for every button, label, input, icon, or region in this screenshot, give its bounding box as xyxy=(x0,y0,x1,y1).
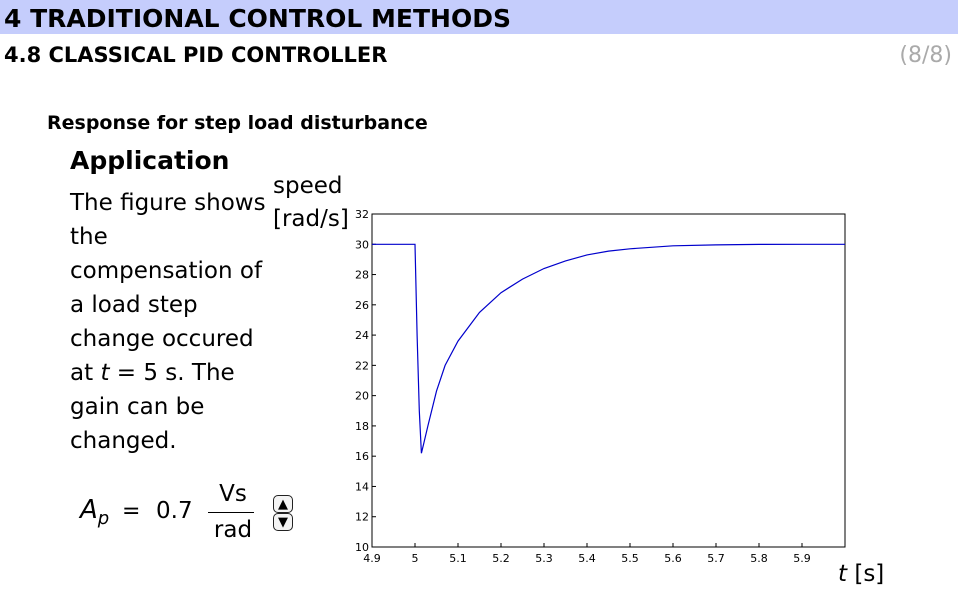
y-tick-label: 30 xyxy=(355,238,369,251)
y-tick-label: 26 xyxy=(355,299,369,312)
gain-control: Ap = 0.7 Vs rad ▲ ▼ xyxy=(80,480,310,546)
x-tick-label: 5 xyxy=(412,552,419,565)
gain-symbol-subscript: p xyxy=(97,508,110,530)
y-axis-label: speed xyxy=(273,173,343,199)
section-title: 4.8 CLASSICAL PID CONTROLLER xyxy=(4,43,388,67)
speed-series-line xyxy=(372,243,845,454)
x-tick-label: 5.1 xyxy=(449,552,467,565)
y-tick-label: 10 xyxy=(355,541,369,554)
y-tick-label: 14 xyxy=(355,480,369,493)
gain-value: 0.7 xyxy=(156,498,193,524)
x-tick-label: 5.4 xyxy=(578,552,596,565)
x-tick-label: 5.5 xyxy=(621,552,639,565)
plot-frame xyxy=(371,213,846,548)
x-axis-var: t xyxy=(838,561,848,587)
unit-denominator: rad xyxy=(213,517,253,543)
y-tick-label: 24 xyxy=(355,329,369,342)
gain-decrease-button[interactable]: ▼ xyxy=(273,513,293,531)
gain-increase-button[interactable]: ▲ xyxy=(273,495,293,513)
triangle-up-icon: ▲ xyxy=(278,496,288,512)
description-var: t xyxy=(100,360,110,386)
y-tick-label: 20 xyxy=(355,390,369,403)
y-tick-label: 28 xyxy=(355,269,369,282)
gain-symbol-letter: A xyxy=(80,495,98,525)
y-tick-label: 16 xyxy=(355,450,369,463)
y-tick-label: 22 xyxy=(355,359,369,372)
x-tick-label: 5.6 xyxy=(664,552,682,565)
y-tick-label: 32 xyxy=(355,208,369,221)
x-tick-label: 5.7 xyxy=(707,552,725,565)
x-tick-label: 4.9 xyxy=(363,552,381,565)
x-tick-label: 5.2 xyxy=(492,552,510,565)
x-tick-label: 5.3 xyxy=(535,552,553,565)
description-text: The figure shows the compensation of a l… xyxy=(70,186,270,458)
y-tick-label: 18 xyxy=(355,420,369,433)
y-axis-unit: [rad/s] xyxy=(273,206,349,232)
chapter-title: 4 TRADITIONAL CONTROL METHODS xyxy=(4,4,511,33)
fraction-line xyxy=(208,512,254,513)
x-tick-label: 5.8 xyxy=(750,552,768,565)
description-part-1: The figure shows the compensation of a l… xyxy=(70,190,266,386)
slide-subtitle: Response for step load disturbance xyxy=(47,112,428,134)
unit-numerator: Vs xyxy=(219,481,247,507)
x-axis-label: t [s] xyxy=(838,560,884,588)
application-heading: Application xyxy=(70,146,230,175)
header-bar xyxy=(0,0,958,34)
y-tick-label: 12 xyxy=(355,511,369,524)
triangle-down-icon: ▼ xyxy=(278,514,288,530)
x-tick-label: 5.9 xyxy=(793,552,811,565)
description-part-2: = 5 s. The gain can be changed. xyxy=(70,360,235,454)
page-indicator: (8/8) xyxy=(899,43,952,68)
gain-symbol: Ap xyxy=(80,494,109,535)
equals-sign: = xyxy=(122,499,141,524)
x-axis-unit: [s] xyxy=(847,561,885,587)
